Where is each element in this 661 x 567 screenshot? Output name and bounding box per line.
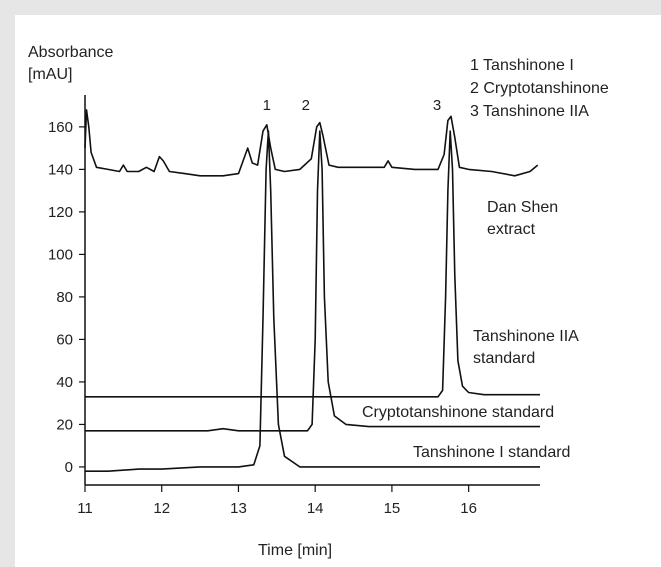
y-tick-label: 40 <box>56 374 73 391</box>
x-tick-label: 16 <box>460 500 477 517</box>
x-tick-label: 14 <box>307 500 324 517</box>
peak-label: 2 <box>302 97 310 114</box>
y-tick-label: 20 <box>56 416 73 433</box>
series-label: Tanshinone I standard <box>413 444 571 461</box>
y-tick-label: 120 <box>48 204 73 221</box>
x-axis-label: Time [min] <box>258 542 333 559</box>
legend-entry: 2 Cryptotanshinone <box>470 80 609 97</box>
legend-entry: 3 Tanshinone IIA <box>470 103 589 120</box>
series-line <box>84 109 539 177</box>
y-tick-label: 160 <box>48 119 73 136</box>
x-tick-label: 15 <box>384 500 401 517</box>
series-label: Cryptotanshinone standard <box>362 404 555 421</box>
y-axis-unit: [mAU] <box>28 66 73 83</box>
panel <box>15 15 661 567</box>
series-label: Tanshinone IIA standard <box>473 328 578 367</box>
peak-label: 3 <box>433 97 441 114</box>
y-tick-label: 80 <box>56 289 73 306</box>
series-line <box>85 130 540 398</box>
peak-label: 1 <box>263 97 271 114</box>
y-tick-label: 0 <box>65 459 73 476</box>
x-tick-label: 13 <box>230 500 247 517</box>
series-label: Dan Shen extract <box>487 199 559 238</box>
y-tick-label: 100 <box>48 246 73 263</box>
x-tick-label: 12 <box>153 500 170 517</box>
series-line <box>85 130 540 432</box>
y-axis-label: Absorbance <box>28 44 114 61</box>
legend-entry: 1 Tanshinone I <box>470 57 574 74</box>
y-tick-label: 140 <box>48 161 73 178</box>
y-tick-label: 60 <box>56 331 73 348</box>
series-line <box>85 130 540 472</box>
x-tick-label: 11 <box>77 500 93 517</box>
